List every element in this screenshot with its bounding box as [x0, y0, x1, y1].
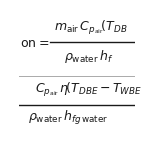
Text: $\rho_{\mathrm{water}}\,h_{fg\,\mathrm{water}}$: $\rho_{\mathrm{water}}\,h_{fg\,\mathrm{w…	[27, 110, 108, 128]
Text: $\rho_{\mathrm{water}}\,h_{f\!}$: $\rho_{\mathrm{water}}\,h_{f\!}$	[64, 48, 113, 65]
Text: $C_{p_{\mathrm{air}}}\,\eta\!\left(T_{DBE} - T_{WBE}\right.$: $C_{p_{\mathrm{air}}}\,\eta\!\left(T_{DB…	[35, 81, 142, 99]
Text: $m_{\mathrm{air}}\,C_{p_{\mathrm{air}}}\!\left(T_{DB\!}\right.$: $m_{\mathrm{air}}\,C_{p_{\mathrm{air}}}\…	[54, 19, 128, 37]
Text: $\mathrm{on} =$: $\mathrm{on} =$	[20, 37, 49, 50]
